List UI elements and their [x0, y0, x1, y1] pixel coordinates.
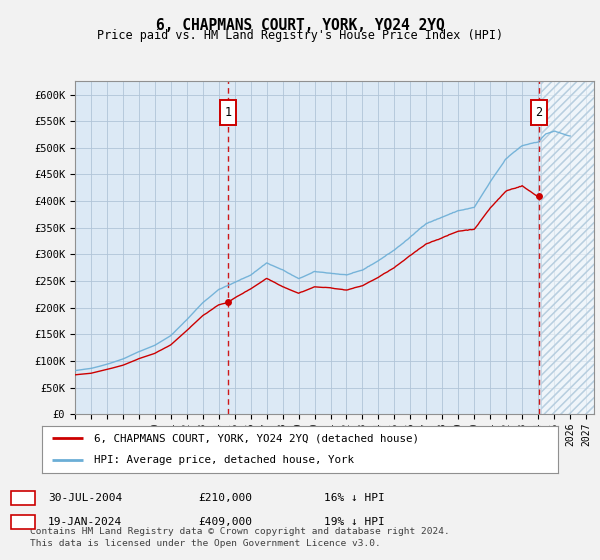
Text: 30-JUL-2004: 30-JUL-2004 — [48, 493, 122, 503]
Text: £409,000: £409,000 — [198, 517, 252, 527]
Text: 1: 1 — [224, 105, 232, 119]
FancyBboxPatch shape — [530, 100, 547, 124]
Text: 2: 2 — [535, 105, 542, 119]
Text: Price paid vs. HM Land Registry's House Price Index (HPI): Price paid vs. HM Land Registry's House … — [97, 29, 503, 42]
Text: 19-JAN-2024: 19-JAN-2024 — [48, 517, 122, 527]
Text: Contains HM Land Registry data © Crown copyright and database right 2024.
This d: Contains HM Land Registry data © Crown c… — [30, 527, 450, 548]
Text: 19% ↓ HPI: 19% ↓ HPI — [324, 517, 385, 527]
Text: 2: 2 — [19, 517, 26, 527]
Bar — [541, 81, 594, 414]
Text: 1: 1 — [19, 493, 26, 503]
Text: 16% ↓ HPI: 16% ↓ HPI — [324, 493, 385, 503]
Text: 6, CHAPMANS COURT, YORK, YO24 2YQ: 6, CHAPMANS COURT, YORK, YO24 2YQ — [155, 18, 445, 33]
Text: 6, CHAPMANS COURT, YORK, YO24 2YQ (detached house): 6, CHAPMANS COURT, YORK, YO24 2YQ (detac… — [94, 433, 419, 444]
Bar — [541, 81, 594, 414]
FancyBboxPatch shape — [220, 100, 236, 124]
Text: HPI: Average price, detached house, York: HPI: Average price, detached house, York — [94, 455, 353, 465]
Text: £210,000: £210,000 — [198, 493, 252, 503]
